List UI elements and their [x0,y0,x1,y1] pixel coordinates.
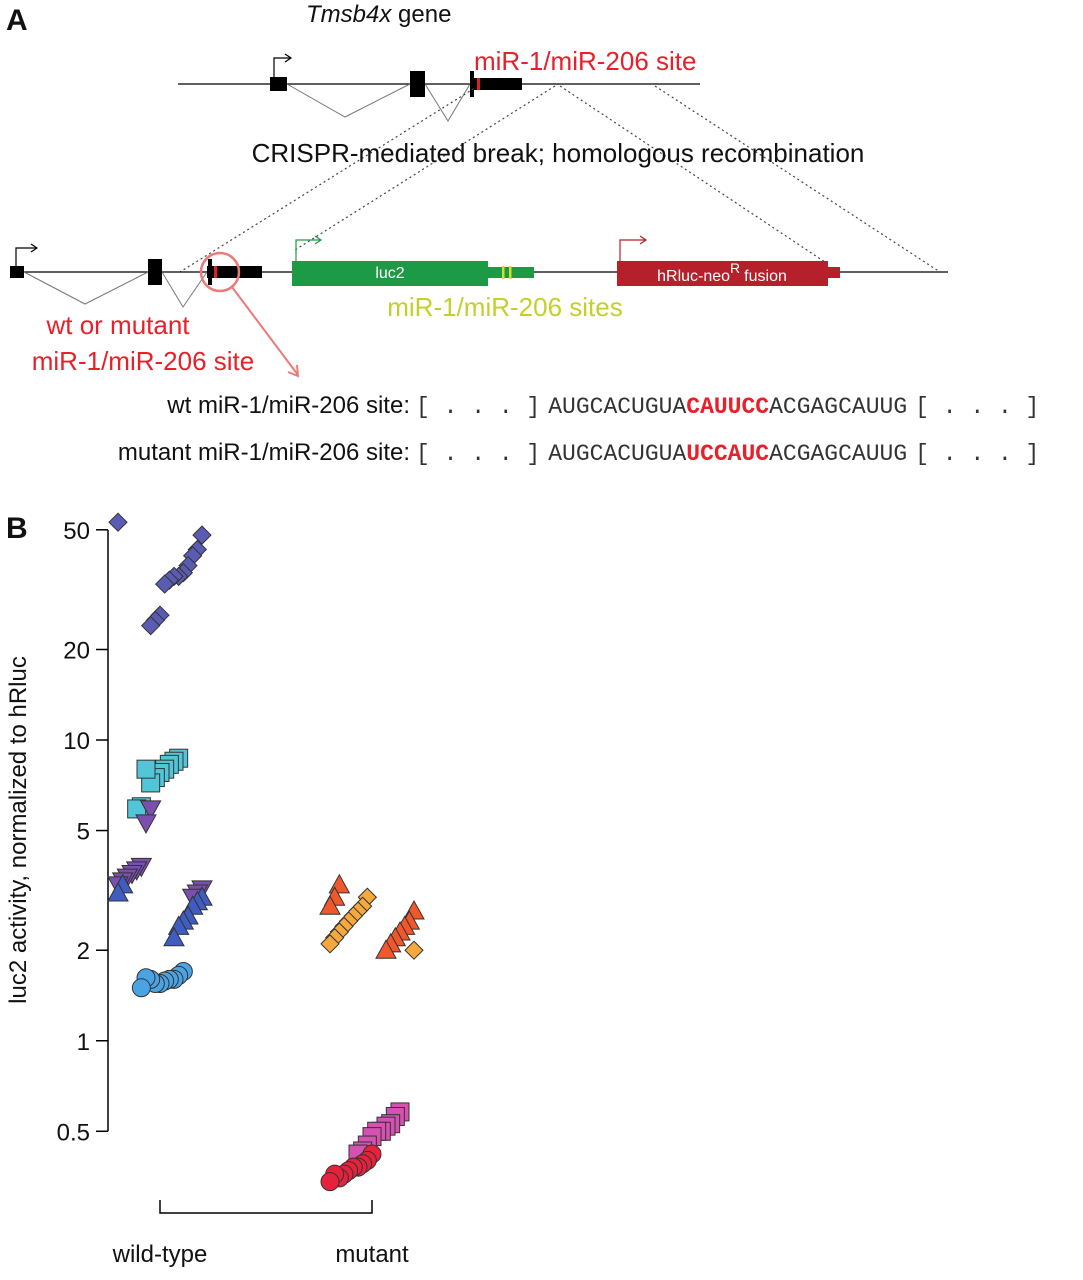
data-point [154,574,175,594]
exon [10,266,24,278]
y-tick-label: 20 [63,637,90,664]
y-tick-label: 10 [63,728,90,755]
sequence: [ . . . ] AUGCACUGUACAUUCCACGAGCAUUG [ . .… [416,394,1039,420]
seq-right: ACGAGCAUUG [769,441,907,467]
seq-left: AUGCACUGUA [548,441,686,467]
data-point [319,895,341,915]
hrluc-utr [828,267,840,278]
panel-label: B [6,512,28,545]
exon [207,266,262,278]
y-tick-label: 50 [63,518,90,545]
site-label: miR-1/miR-206 site [474,46,697,76]
data-point [328,873,351,894]
gene-name: Tmsb4x [306,1,392,28]
circle-label: wt or mutant [45,310,190,340]
sequence-name: wt miR-1/miR-206 site: [166,392,410,419]
crispr-text: CRISPR-mediated break; homologous recomb… [252,138,865,168]
gene-top [178,53,700,122]
seq-site: UCCAUC [686,441,769,467]
exon-start [470,71,474,97]
homology-lines [179,85,941,273]
data-point [163,926,185,947]
data-point [375,939,397,959]
data-point [140,615,161,636]
sites-label: miR-1/miR-206 sites [387,292,623,322]
gene-word: gene [398,1,451,28]
luc2-cds [292,261,488,286]
site-tick [509,266,512,279]
luc2-label: luc2 [375,265,404,282]
seq-open: [ . . . ] [416,441,540,467]
x-axis [159,1200,373,1214]
data-point [320,934,340,954]
site-arrow [231,286,300,378]
exon [470,78,522,90]
site-mark [214,266,217,278]
exon [148,259,162,285]
x-tick-label: wild-type [112,1241,208,1268]
hrluc-suffix: fusion [744,268,787,285]
gene-title: Tmsb4x gene [306,1,451,28]
hrluc-label: hRluc-neoR fusion [657,260,787,285]
y-tick-label: 0.5 [57,1119,90,1146]
y-tick-label: 1 [77,1029,90,1056]
exon [270,77,287,91]
sequence-name: mutant miR-1/miR-206 site: [118,439,410,466]
site-mark [477,78,480,90]
seq-left: AUGCACUGUA [548,394,686,420]
data-point [139,800,162,820]
hrluc-sup: R [730,260,740,276]
site-circle [199,251,241,293]
site-tick [502,266,505,279]
seq-right: ACGAGCAUUG [769,394,907,420]
seq-close: [ . . . ] [915,394,1039,420]
data-point [136,759,156,779]
y-axis-label: luc2 activity, normalized to hRluc [5,656,32,1004]
seq-close: [ . . . ] [915,441,1039,467]
y-tick-label: 5 [77,819,90,846]
data-point [192,525,212,545]
data-point [320,1172,340,1192]
data-point [404,940,424,960]
x-tick-label: mutant [335,1241,409,1268]
data-point [107,881,129,902]
data-point [131,978,151,998]
panel-label: A [6,4,28,37]
y-tick-label: 2 [77,938,90,965]
sequence: [ . . . ] AUGCACUGUAUCCAUCACGAGCAUUG [ . .… [416,441,1039,467]
data-point [135,814,157,834]
seq-site: CAUUCC [686,394,769,420]
hrluc-cds [617,261,828,286]
hrluc-prefix: hRluc-neo [657,268,730,285]
exon-start [208,259,212,285]
data-point [108,512,128,532]
circle-label: miR-1/miR-206 site [32,346,255,376]
exon [410,71,425,97]
seq-open: [ . . . ] [416,394,540,420]
